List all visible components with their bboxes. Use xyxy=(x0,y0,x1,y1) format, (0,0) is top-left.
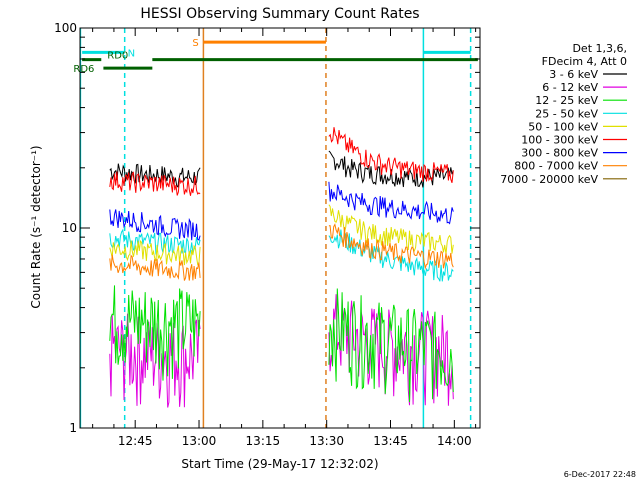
legend-entry-label: 800 - 7000 keV xyxy=(514,160,598,173)
series-line xyxy=(109,285,201,381)
y-axis-label: Count Rate (s⁻¹ detector⁻¹) xyxy=(29,145,43,308)
legend-entry-label: 6 - 12 keV xyxy=(542,81,598,94)
legend-entry-label: 50 - 100 keV xyxy=(528,120,598,133)
series-line xyxy=(109,254,201,281)
series-line xyxy=(328,127,454,183)
legend-entry-label: 100 - 300 keV xyxy=(521,134,598,147)
legend-entry-label: 3 - 6 keV xyxy=(549,68,598,81)
y-tick-label: 100 xyxy=(54,21,77,35)
series-line xyxy=(109,239,201,266)
x-axis-label: Start Time (29-May-17 12:32:02) xyxy=(181,457,378,471)
series-line xyxy=(328,229,454,282)
x-tick-label: 13:15 xyxy=(246,434,281,448)
y-tick-label: 10 xyxy=(62,221,77,235)
legend-entry-label: 12 - 25 keV xyxy=(535,94,598,107)
series-line xyxy=(328,223,454,270)
series-line xyxy=(109,313,201,408)
x-tick-label: 13:45 xyxy=(373,434,408,448)
series-line xyxy=(109,209,201,241)
legend-header-line-1: Det 1,3,6, xyxy=(572,42,627,55)
x-tick-label: 14:00 xyxy=(437,434,472,448)
chart-title: HESSI Observing Summary Count Rates xyxy=(140,6,419,22)
x-tick-label: 12:45 xyxy=(118,434,153,448)
flag-label: RD6 xyxy=(73,64,94,75)
flag-label: N xyxy=(128,48,135,59)
legend-entry-label: 25 - 50 keV xyxy=(535,107,598,120)
series-line xyxy=(109,171,201,196)
legend-entry-label: 7000 - 20000 keV xyxy=(500,173,598,186)
x-tick-label: 13:30 xyxy=(309,434,344,448)
series-line xyxy=(328,181,454,225)
axis-ticks: 12:45 13:00 13:15 13:30 13:45 14:00 1 10 100 xyxy=(54,21,480,448)
legend-header-line-2: FDecim 4, Att 0 xyxy=(542,55,627,68)
legend-entry-label: 300 - 800 keV xyxy=(521,147,598,160)
footer-timestamp: 6-Dec-2017 22:48 xyxy=(564,470,636,479)
series-line xyxy=(328,288,454,403)
flag-label: RD0 xyxy=(107,51,128,62)
flag-bars: N S RD0 RD6 xyxy=(73,38,478,75)
data-series xyxy=(109,127,454,408)
series-line xyxy=(109,228,201,256)
y-tick-label: 1 xyxy=(69,421,77,435)
flag-label: S xyxy=(192,38,198,49)
x-tick-label: 13:00 xyxy=(182,434,217,448)
series-line xyxy=(328,204,454,255)
